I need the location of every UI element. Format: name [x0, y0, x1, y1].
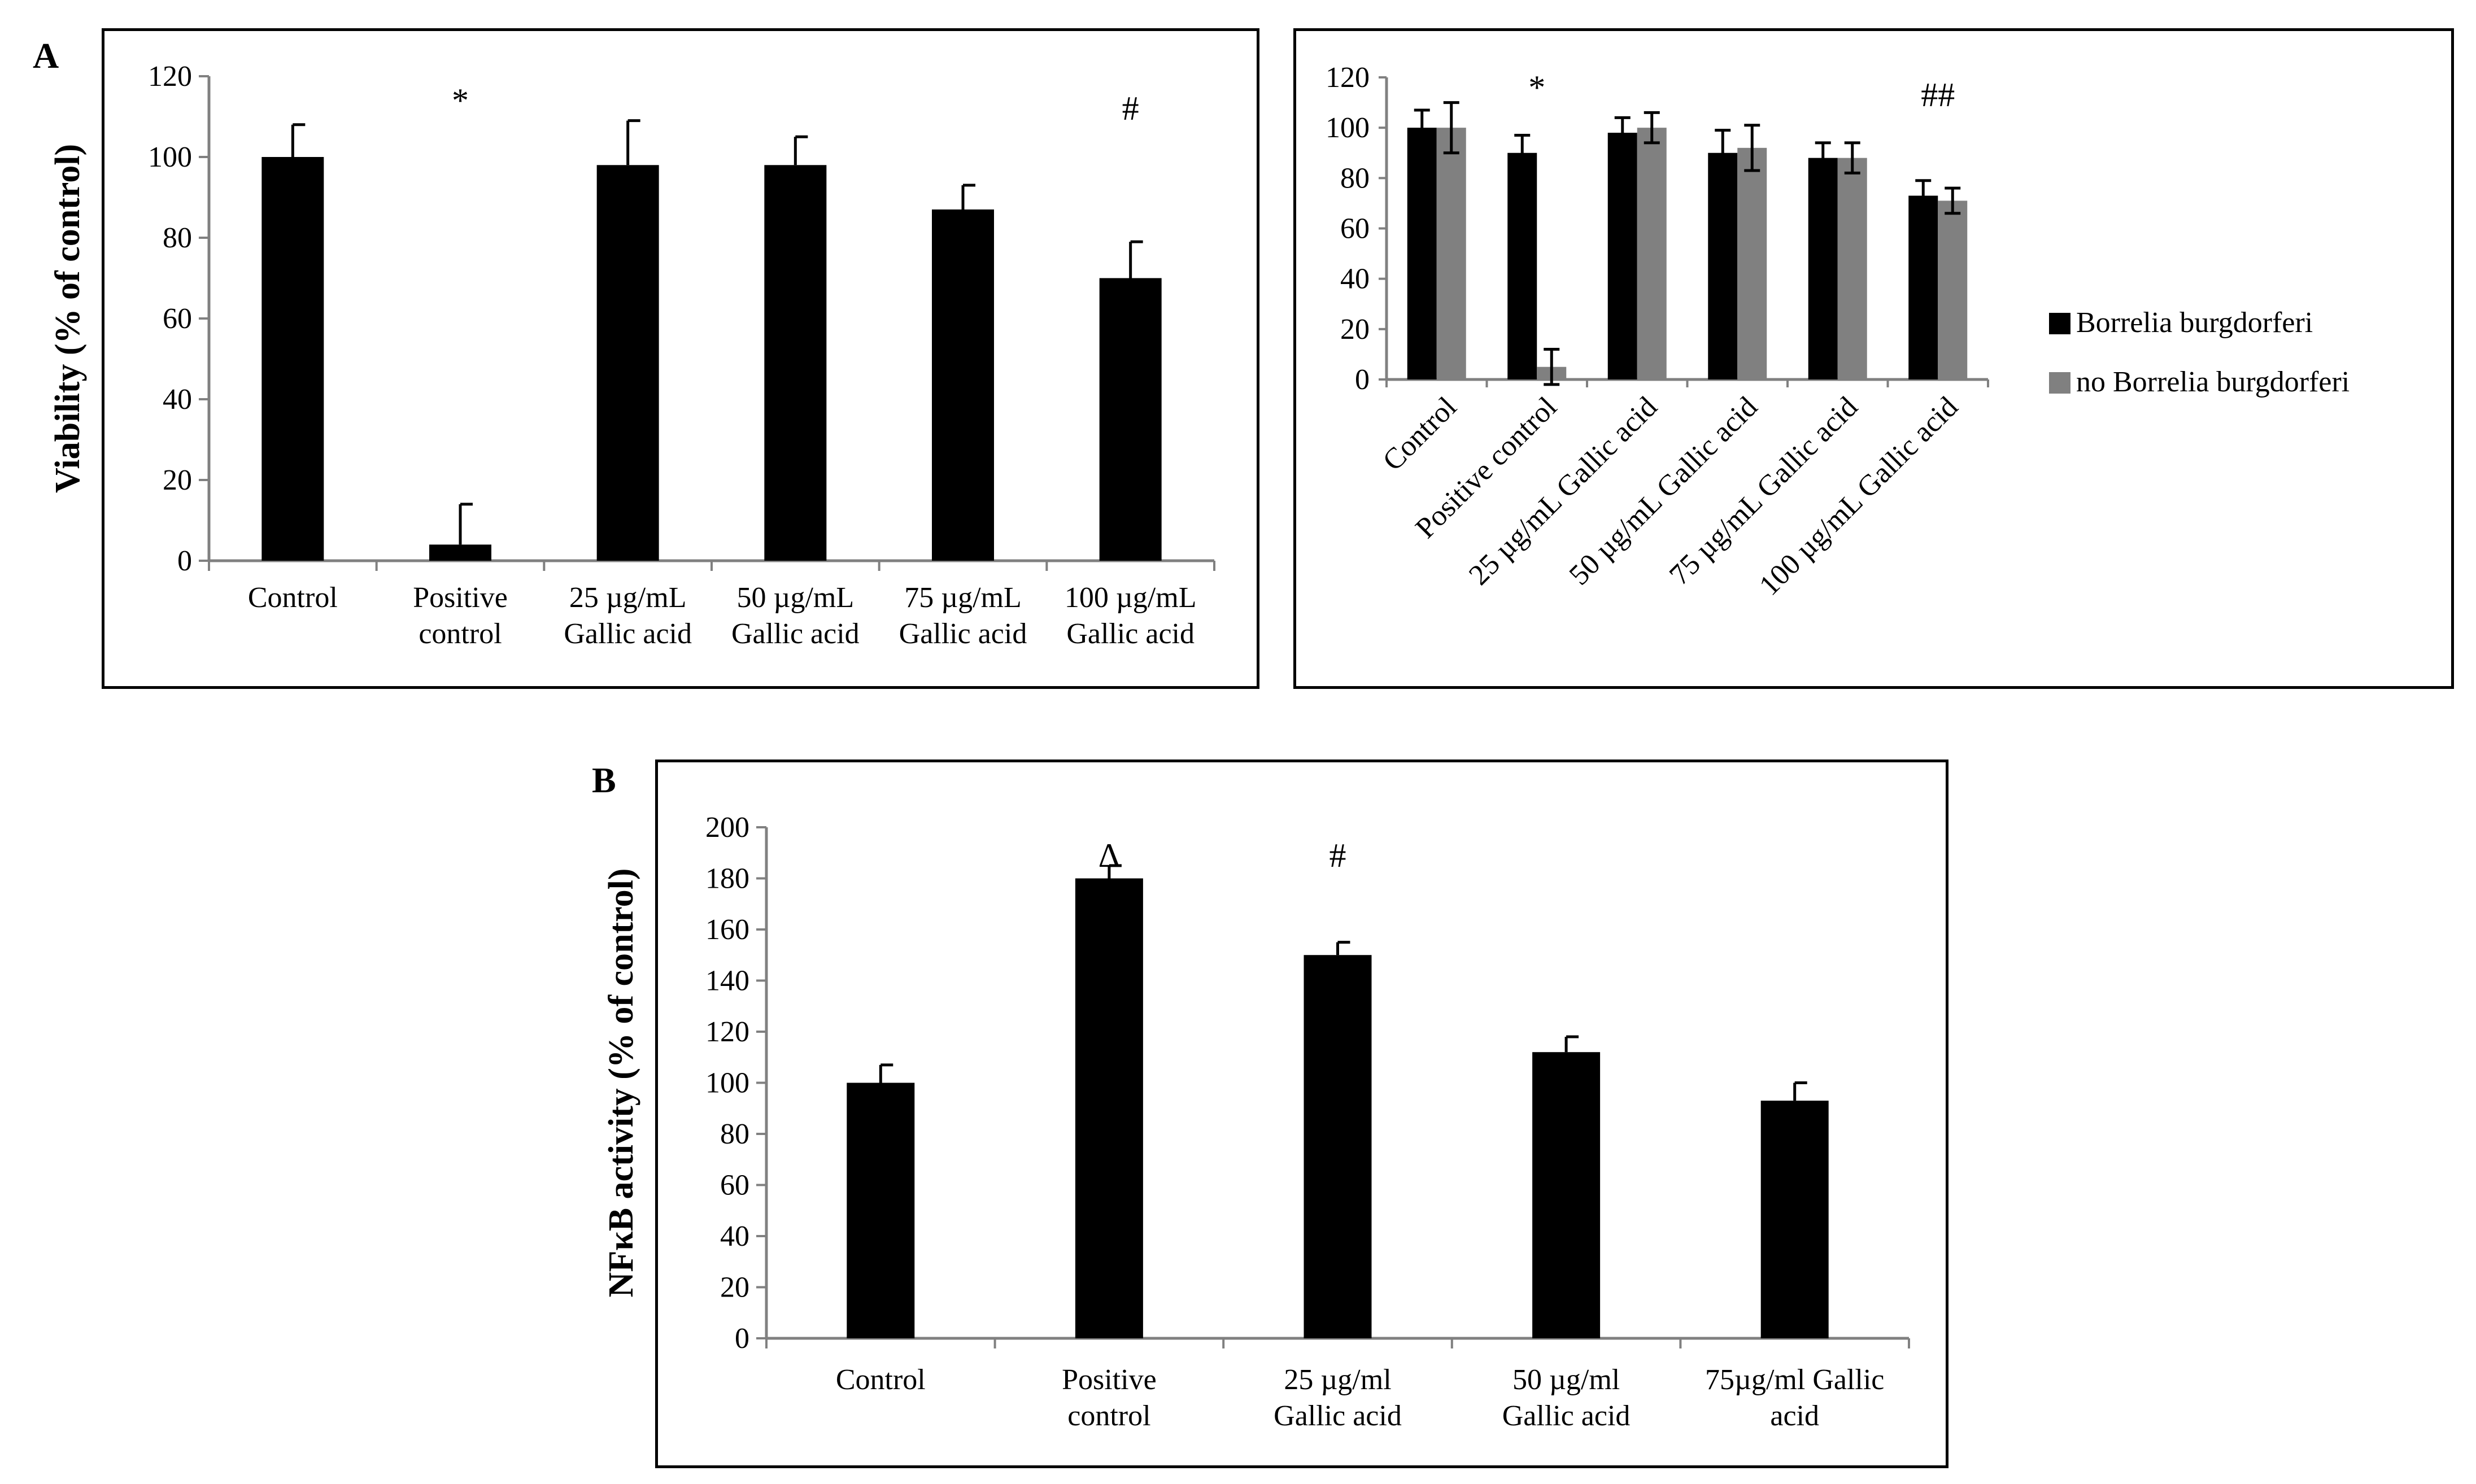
- a-left-y-axis-label: Viability (% of control): [49, 144, 87, 493]
- a-right-series1-bar: [1837, 158, 1867, 379]
- a-left-cat0-bar: [261, 157, 324, 561]
- a-left-category-label: Gallic acid: [731, 618, 860, 650]
- b-category-label: acid: [1770, 1400, 1819, 1432]
- a-left-significance-marker: #: [1122, 90, 1139, 127]
- b-cat0-bar: [847, 1083, 915, 1338]
- a-right-series0-bar: [1607, 133, 1637, 380]
- a-left-significance-marker: *: [452, 82, 469, 119]
- a-left-category-label: Gallic acid: [564, 618, 692, 650]
- a-left-y-tick-label: 0: [177, 545, 192, 577]
- a-left-category-label: control: [419, 618, 502, 650]
- a-left-y-tick-label: 80: [163, 222, 192, 254]
- panel-label-b: B: [592, 760, 616, 800]
- a-right-y-tick-label: 40: [1340, 263, 1370, 295]
- a-left-category-label: Gallic acid: [1066, 618, 1195, 650]
- b-y-tick-label: 180: [705, 863, 749, 895]
- a-left-category-label: Positive: [413, 582, 508, 614]
- a-right-category-label: 75 µg/mL Gallic acid: [1663, 391, 1864, 591]
- a-right-y-tick-label: 0: [1355, 364, 1370, 396]
- chart-frame-b: [655, 760, 1948, 1468]
- a-right-category-label: Control: [1377, 391, 1463, 477]
- b-y-tick-label: 20: [720, 1272, 749, 1304]
- b-y-tick-label: 40: [720, 1220, 749, 1252]
- a-right-significance-marker: *: [1528, 69, 1545, 106]
- a-left-category-label: Control: [248, 582, 338, 614]
- b-y-tick-label: 160: [705, 914, 749, 946]
- b-y-tick-label: 80: [720, 1118, 749, 1150]
- b-y-axis-label: NFκB activity (% of control): [602, 868, 640, 1298]
- a-right-y-tick-label: 120: [1326, 62, 1370, 94]
- a-left-cat4-bar: [932, 209, 994, 561]
- chart-frame-a-right: [1293, 28, 2454, 689]
- a-left-category-label: Gallic acid: [899, 618, 1027, 650]
- b-y-tick-label: 100: [705, 1067, 749, 1099]
- a-right-legend-swatch: [2049, 372, 2070, 394]
- b-category-label: Gallic acid: [1502, 1400, 1631, 1432]
- b-category-label: Positive: [1062, 1364, 1157, 1396]
- b-cat1-bar: [1075, 878, 1143, 1338]
- a-left-cat2-bar: [596, 165, 659, 561]
- b-category-label: 75µg/ml Gallic: [1705, 1364, 1884, 1396]
- b-y-tick-label: 140: [705, 965, 749, 997]
- b-category-label: 25 µg/ml: [1284, 1364, 1391, 1396]
- a-right-category-label: 100 µg/mL Gallic acid: [1753, 391, 1964, 602]
- a-left-category-label: 25 µg/mL: [569, 582, 687, 614]
- a-left-cat1-bar: [429, 544, 491, 561]
- b-y-tick-label: 200: [705, 811, 749, 844]
- b-significance-marker: #: [1329, 837, 1346, 874]
- a-right-legend-swatch: [2049, 313, 2070, 334]
- a-right-y-tick-label: 60: [1340, 213, 1370, 245]
- a-right-category-label: 50 µg/mL Gallic acid: [1563, 391, 1764, 591]
- b-category-label: Control: [836, 1364, 926, 1396]
- b-cat2-bar: [1304, 955, 1372, 1338]
- b-category-label: Gallic acid: [1274, 1400, 1402, 1432]
- a-right-category-label: 25 µg/mL Gallic acid: [1463, 391, 1663, 591]
- panel-label-a: A: [33, 36, 59, 76]
- a-left-y-tick-label: 100: [148, 141, 192, 173]
- a-right-series0-bar: [1808, 158, 1838, 379]
- a-left-category-label: 75 µg/mL: [904, 582, 1022, 614]
- chart-frame-a-left: [102, 28, 1259, 689]
- a-right-series0-bar: [1708, 152, 1738, 379]
- a-right-series0-bar: [1407, 128, 1437, 379]
- a-right-series1-bar: [1637, 128, 1667, 379]
- b-cat4-bar: [1760, 1101, 1829, 1338]
- b-category-label: control: [1067, 1400, 1150, 1432]
- b-y-tick-label: 0: [735, 1322, 749, 1355]
- a-left-y-tick-label: 120: [148, 60, 192, 93]
- b-y-tick-label: 60: [720, 1169, 749, 1202]
- a-left-y-tick-label: 60: [163, 303, 192, 335]
- b-significance-marker: Δ: [1098, 837, 1121, 874]
- a-left-y-tick-label: 40: [163, 383, 192, 416]
- a-left-category-label: 50 µg/mL: [737, 582, 855, 614]
- a-left-cat3-bar: [764, 165, 827, 561]
- a-right-series0-bar: [1507, 152, 1537, 379]
- b-category-label: 50 µg/ml: [1512, 1364, 1620, 1396]
- b-y-tick-label: 120: [705, 1016, 749, 1048]
- a-right-legend-label: no Borrelia burgdorferi: [2076, 366, 2349, 398]
- a-right-y-tick-label: 20: [1340, 313, 1370, 346]
- a-left-category-label: 100 µg/mL: [1065, 582, 1197, 614]
- a-right-legend-label: Borrelia burgdorferi: [2076, 307, 2313, 339]
- a-right-series1-bar: [1938, 200, 1968, 379]
- b-cat3-bar: [1532, 1052, 1601, 1338]
- a-left-y-tick-label: 20: [163, 464, 192, 496]
- a-right-y-tick-label: 100: [1326, 112, 1370, 144]
- a-right-significance-marker: ##: [1921, 76, 1955, 114]
- a-right-series1-bar: [1737, 147, 1767, 379]
- a-right-y-tick-label: 80: [1340, 162, 1370, 194]
- a-right-series1-bar: [1436, 128, 1466, 379]
- a-left-cat5-bar: [1099, 278, 1162, 561]
- a-right-series0-bar: [1908, 195, 1938, 379]
